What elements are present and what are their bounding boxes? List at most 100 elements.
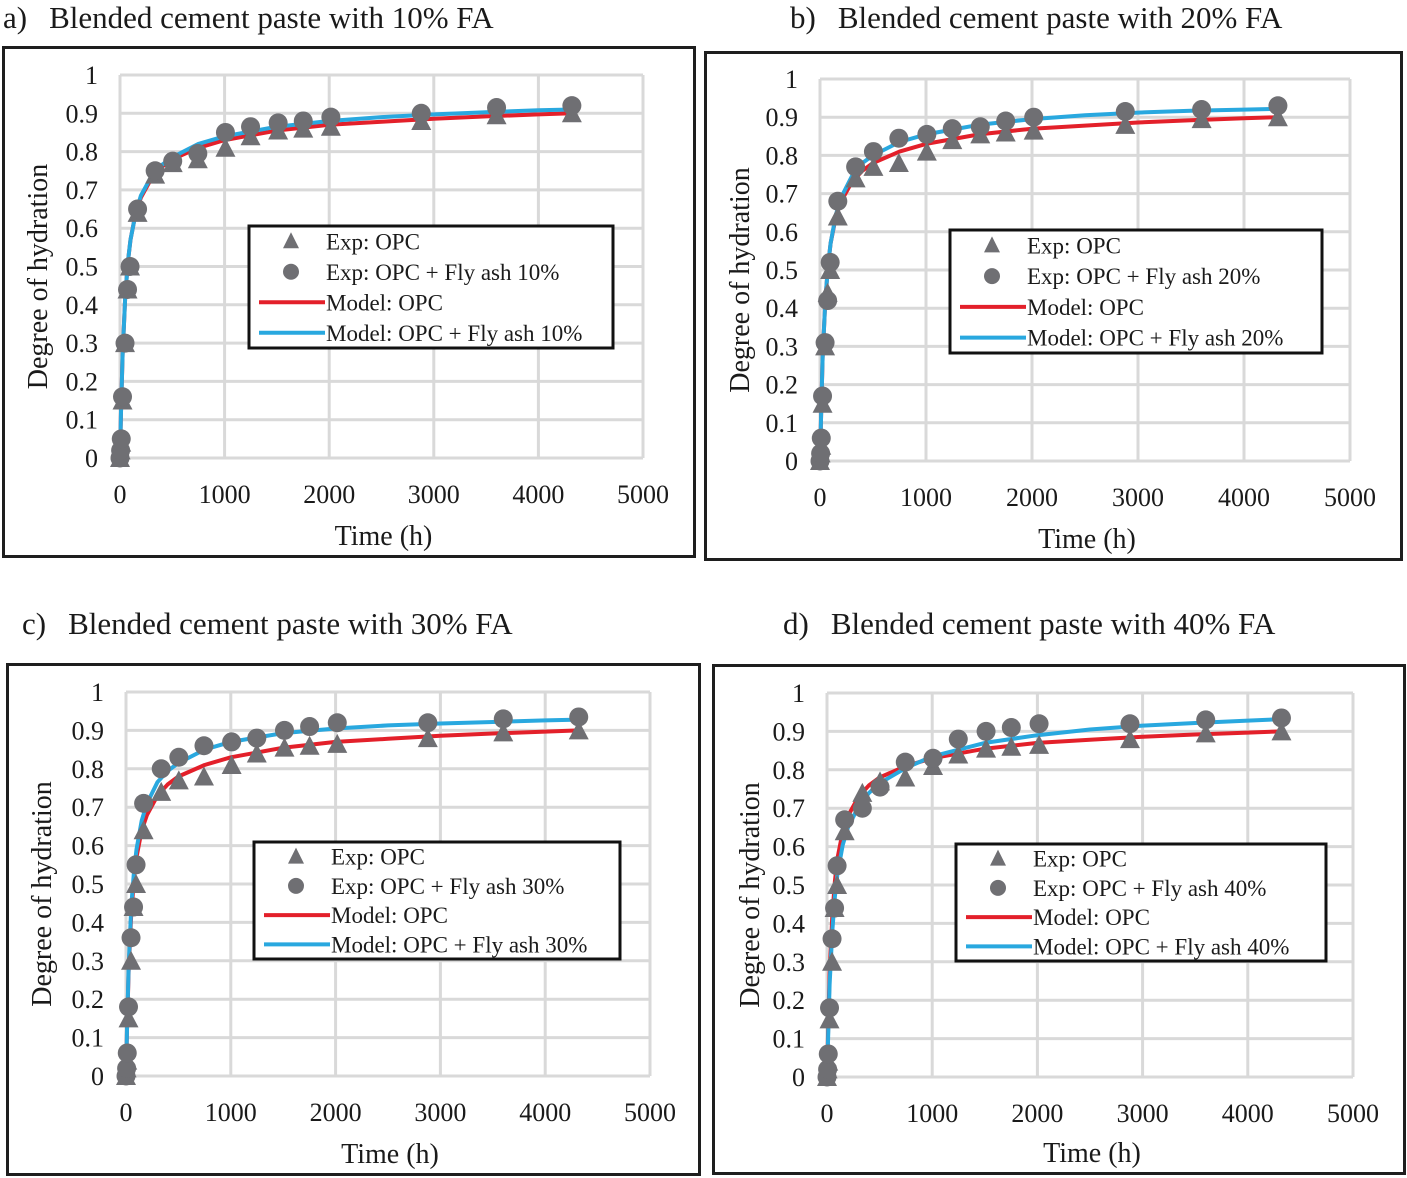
triangle-marker [834, 821, 855, 841]
y-tick-label: 0.4 [72, 908, 105, 937]
y-axis-title: Degree of hydration [27, 781, 58, 1006]
x-tick-label: 3000 [1112, 483, 1164, 512]
chart-c-frame [6, 663, 701, 1176]
circle-marker [1029, 714, 1049, 734]
circle-marker [117, 1043, 137, 1063]
circle-marker [418, 713, 438, 733]
triangle-marker [995, 122, 1016, 142]
x-tick-label: 3000 [408, 480, 460, 509]
circle-marker [846, 157, 866, 177]
y-tick-label: 0.4 [66, 291, 99, 320]
panel-b-label: b) [790, 0, 816, 35]
y-tick-label: 0 [792, 1063, 805, 1092]
circle-marker [121, 928, 141, 948]
circle-marker [169, 747, 189, 767]
y-tick-label: 0.4 [766, 294, 799, 323]
legend-circle-icon [990, 879, 1006, 896]
legend-triangle-icon [288, 847, 304, 864]
circle-marker [321, 107, 341, 127]
circle-marker [115, 333, 135, 353]
legend-entry: Exp: OPC + Fly ash 10% [326, 260, 559, 285]
legend-entry: Exp: OPC + Fly ash 40% [1033, 876, 1266, 901]
y-tick-label: 0.5 [766, 256, 799, 285]
panel-a-label: a) [3, 0, 28, 35]
legend-circle-icon [283, 263, 299, 280]
x-tick-label: 0 [120, 1098, 133, 1127]
circle-marker [113, 387, 133, 407]
triangle-marker [215, 137, 236, 157]
x-tick-label: 5000 [617, 480, 669, 509]
x-tick-label: 1000 [199, 480, 251, 509]
circle-marker [1120, 714, 1140, 734]
chart-a: 0 0.1 0.2 0.3 0.4 0.5 0.6 0.7 0.8 0.9 1 0 1000 2000 30… [23, 61, 669, 552]
y-tick-label: 0.6 [773, 833, 806, 862]
circle-marker [411, 103, 431, 123]
x-axis-title: Time (h) [1043, 1138, 1141, 1169]
chart-c: 0 0.1 0.2 0.3 0.4 0.5 0.6 0.7 0.8 0.9 1 0 1000 2000 30… [27, 678, 676, 1170]
y-axis-title: Degree of hydration [23, 164, 54, 389]
circle-marker [268, 113, 288, 133]
x-tick-label: 2000 [303, 480, 355, 509]
x-tick-label: 2000 [310, 1098, 362, 1127]
x-tick-label: 4000 [1222, 1099, 1274, 1128]
y-tick-label: 0.5 [773, 871, 806, 900]
circle-marker [820, 998, 840, 1018]
y-tick-label: 0.6 [72, 832, 105, 861]
y-tick-label: 0.3 [773, 948, 806, 977]
circle-marker [119, 997, 139, 1017]
legend-circle-icon [288, 877, 304, 894]
circle-marker [145, 161, 165, 181]
legend-box [247, 224, 615, 350]
legend: Exp: OPC Exp: OPC + Fly ash 30% Model: OPC… [252, 840, 622, 961]
circle-marker [948, 729, 968, 749]
chart-b: 0 0.1 0.2 0.3 0.4 0.5 0.6 0.7 0.8 0.9 1 0 1000 2000 30… [725, 65, 1376, 555]
circle-marker [976, 721, 996, 741]
x-tick-label: 5000 [1324, 483, 1376, 512]
circle-marker [1268, 96, 1288, 116]
circle-marker [889, 128, 909, 148]
circle-marker [863, 142, 883, 162]
legend-entry: Model: OPC [1033, 905, 1150, 930]
circle-marker [827, 856, 847, 876]
x-tick-label: 0 [814, 483, 827, 512]
y-tick-label: 0.2 [72, 985, 105, 1014]
x-tick-label: 4000 [519, 1098, 571, 1127]
circle-marker [1271, 708, 1291, 728]
legend-entry: Model: OPC + Fly ash 40% [1033, 934, 1289, 959]
y-tick-label: 0.7 [773, 794, 806, 823]
x-tick-label: 5000 [1327, 1099, 1379, 1128]
y-tick-label: 0.2 [766, 371, 799, 400]
y-tick-label: 0.8 [72, 755, 105, 784]
circle-marker [852, 798, 872, 818]
legend-entry: Model: OPC [326, 290, 443, 315]
circle-marker [111, 429, 131, 449]
y-tick-label: 1 [792, 679, 805, 708]
y-tick-label: 0.3 [66, 329, 99, 358]
circle-marker [822, 929, 842, 949]
x-tick-label: 0 [114, 480, 127, 509]
exp-flyash-series [817, 708, 1291, 1087]
x-axis-title: Time (h) [341, 1139, 439, 1170]
legend-circle-icon [984, 268, 1000, 285]
chart-d: 0 0.1 0.2 0.3 0.4 0.5 0.6 0.7 0.8 0.9 1 0 1000 2000 30… [735, 679, 1379, 1169]
panel-b-title-text: Blended cement paste with 20% FA [837, 0, 1283, 35]
triangle-marker [1195, 723, 1216, 743]
circle-marker [1001, 718, 1021, 738]
x-tick-label: 3000 [414, 1098, 466, 1127]
panel-a-title-text: Blended cement paste with 10% FA [49, 0, 494, 35]
circle-marker [820, 252, 840, 272]
triangle-marker [819, 1009, 840, 1029]
legend-entry: Exp: OPC + Fly ash 20% [1027, 264, 1260, 289]
chart-d-frame [712, 664, 1406, 1175]
triangle-marker [1023, 120, 1044, 140]
legend-box [948, 228, 1324, 355]
panel-d-title: d) Blended cement paste with 40% FA [783, 608, 1275, 639]
y-tick-label: 0.1 [66, 406, 99, 435]
circle-marker [828, 191, 848, 211]
triangle-marker [1119, 729, 1140, 749]
y-tick-label: 0.2 [773, 986, 806, 1015]
circle-marker [815, 333, 835, 353]
y-tick-label: 0.5 [72, 870, 105, 899]
legend-triangle-icon [984, 236, 1000, 253]
y-tick-label: 0.1 [72, 1024, 105, 1053]
